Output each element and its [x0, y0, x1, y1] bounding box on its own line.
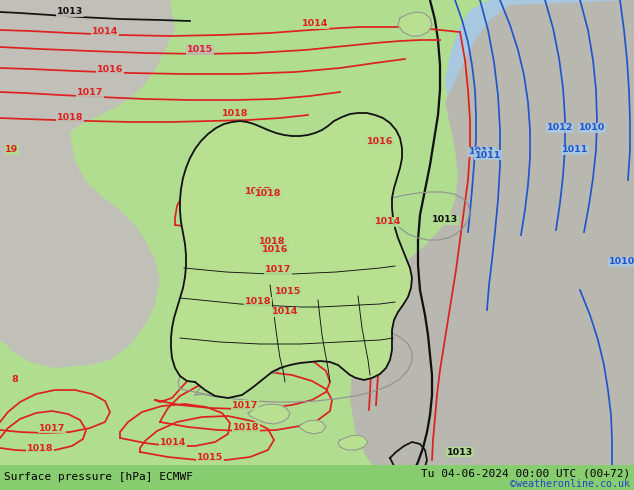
Text: Tu 04-06-2024 00:00 UTC (00+72): Tu 04-06-2024 00:00 UTC (00+72) — [421, 468, 630, 478]
Text: 1014: 1014 — [160, 438, 186, 446]
Text: 1011: 1011 — [475, 150, 501, 160]
Text: 1015: 1015 — [187, 46, 213, 54]
Text: 1010: 1010 — [579, 123, 605, 132]
Text: 1012: 1012 — [547, 123, 573, 132]
Text: 1013: 1013 — [447, 447, 473, 457]
Text: 1011: 1011 — [562, 146, 588, 154]
Polygon shape — [300, 420, 326, 434]
Text: 1018: 1018 — [245, 297, 271, 307]
Text: ©weatheronline.co.uk: ©weatheronline.co.uk — [510, 479, 630, 489]
Text: 1014: 1014 — [302, 20, 328, 28]
Text: 8: 8 — [11, 375, 18, 385]
Polygon shape — [398, 12, 432, 36]
Text: 1014: 1014 — [92, 27, 118, 36]
Text: 1016: 1016 — [262, 245, 288, 254]
Text: 1017: 1017 — [265, 266, 291, 274]
Text: 1016: 1016 — [97, 66, 123, 74]
Polygon shape — [350, 0, 634, 490]
Polygon shape — [0, 0, 175, 368]
Polygon shape — [0, 0, 160, 365]
Text: 1011: 1011 — [469, 147, 495, 156]
Text: 1017: 1017 — [39, 423, 65, 433]
Text: 1010: 1010 — [609, 258, 634, 267]
Text: 1018: 1018 — [259, 238, 285, 246]
Text: 1018: 1018 — [27, 443, 53, 452]
Text: 1018: 1018 — [255, 189, 281, 197]
Polygon shape — [171, 113, 412, 398]
Polygon shape — [445, 0, 634, 490]
Text: Surface pressure [hPa] ECMWF: Surface pressure [hPa] ECMWF — [4, 472, 193, 482]
Polygon shape — [0, 0, 20, 270]
Text: 1016: 1016 — [367, 138, 393, 147]
Text: 1013: 1013 — [432, 216, 458, 224]
Polygon shape — [338, 435, 368, 450]
Text: 1015: 1015 — [197, 452, 223, 462]
Text: 1015: 1015 — [275, 288, 301, 296]
Bar — [0, 465, 634, 490]
Text: 1014: 1014 — [272, 308, 298, 317]
Text: 1013: 1013 — [57, 7, 83, 17]
Text: 1018: 1018 — [57, 113, 83, 122]
Text: 19: 19 — [5, 146, 18, 154]
Text: 1018: 1018 — [233, 422, 259, 432]
Polygon shape — [248, 404, 290, 424]
Text: 1017: 1017 — [77, 89, 103, 98]
Text: 1017: 1017 — [245, 188, 271, 196]
Text: 1018: 1018 — [222, 108, 249, 118]
Text: 1014: 1014 — [375, 218, 401, 226]
Text: 1017: 1017 — [232, 400, 258, 410]
